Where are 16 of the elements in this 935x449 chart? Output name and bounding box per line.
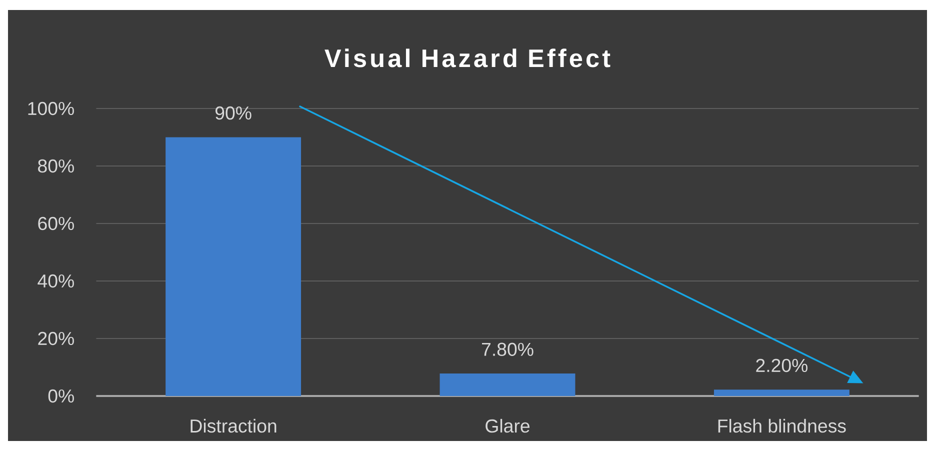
data-label: 90% [216,106,252,120]
bar [166,137,302,396]
data-label: 7.80% [482,342,534,356]
y-tick-label: 40% [38,274,74,288]
bar [440,374,576,396]
x-tick-label: Glare [486,418,530,433]
bar [714,390,850,396]
data-label: 2.20% [756,358,808,372]
y-tick-label: 80% [38,159,74,173]
y-tick-label: 100% [28,102,74,116]
y-tick-label: 60% [38,216,74,230]
chart-title: Visual Hazard Effect [324,48,610,68]
y-tick-label: 0% [48,389,74,403]
y-tick-label: 20% [38,332,74,346]
x-tick-label: Flash blindness [718,418,846,433]
x-tick-label: Distraction [190,418,276,433]
